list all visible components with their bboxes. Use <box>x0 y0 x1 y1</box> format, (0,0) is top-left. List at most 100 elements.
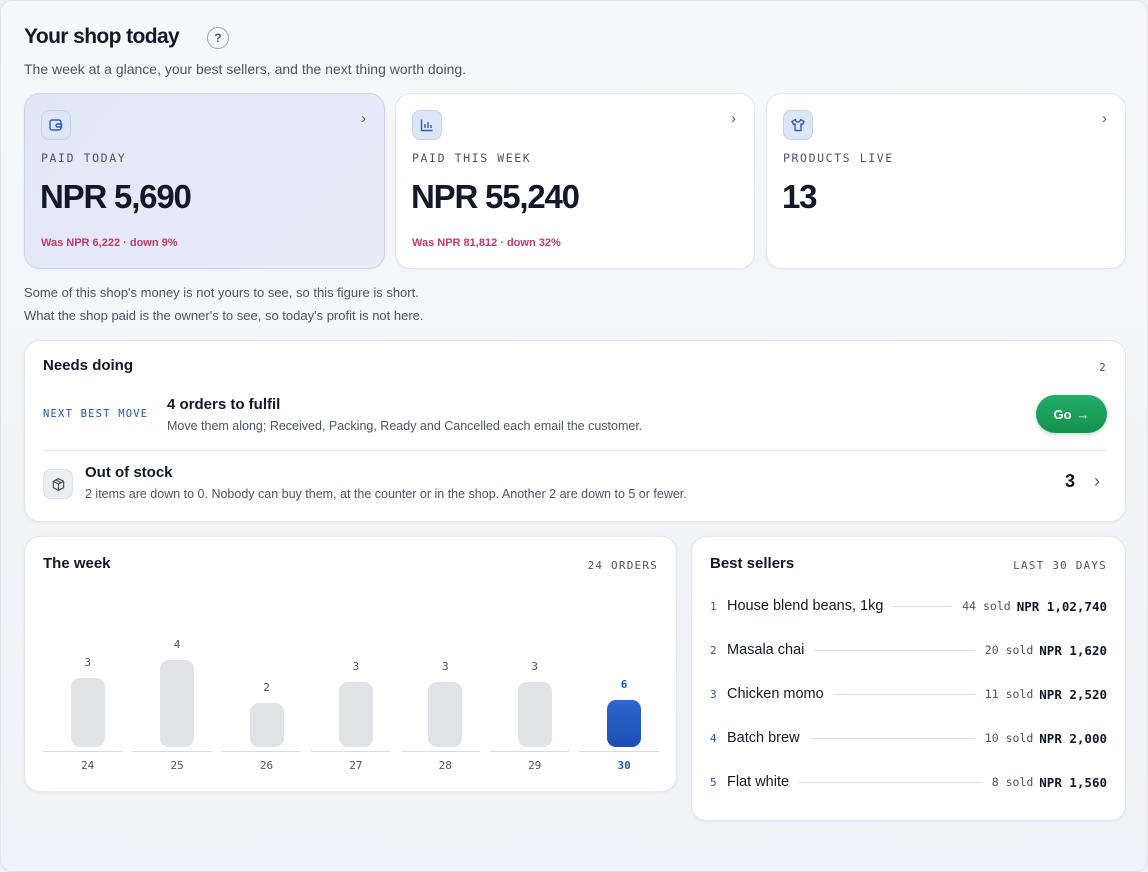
week-orders-count: 24 ORDERS <box>587 559 658 572</box>
note-restricted-money: Some of this shop's money is not yours t… <box>24 285 419 300</box>
product-name: Masala chai <box>727 642 805 658</box>
divider <box>43 450 1107 451</box>
rank: 3 <box>710 687 717 701</box>
stat-label: PRODUCTS LIVE <box>783 151 894 165</box>
page-title: Your shop today <box>24 25 180 48</box>
bar-25[interactable] <box>160 659 195 747</box>
arrow-right-icon: → <box>1076 406 1090 422</box>
units-sold: 8 sold <box>991 775 1034 789</box>
best-seller-row[interactable]: 3 Chicken momo 11 sold NPR 2,520 <box>710 684 1107 704</box>
needs-count: 2 <box>1099 361 1107 374</box>
stat-delta: Was NPR 6,222 · down 9% <box>41 237 178 249</box>
bar-value-label: 3 <box>531 659 538 673</box>
leader-line <box>809 737 975 739</box>
product-name: Chicken momo <box>727 686 824 702</box>
units-sold: 20 sold <box>984 643 1034 657</box>
chevron-right-icon: › <box>1094 471 1100 491</box>
baseline <box>490 751 570 752</box>
baseline <box>400 751 480 752</box>
baseline <box>579 751 659 752</box>
baseline <box>132 751 212 752</box>
leader-line <box>814 649 975 651</box>
product-name: Batch brew <box>727 730 800 746</box>
help-icon[interactable]: ? <box>207 27 229 49</box>
stat-card-paid-this-week[interactable]: › PAID THIS WEEK NPR 55,240 Was NPR 81,8… <box>395 93 755 269</box>
x-tick-label: 27 <box>349 759 363 772</box>
baseline <box>221 751 302 752</box>
rank: 1 <box>710 599 717 613</box>
leader-line <box>799 781 982 783</box>
product-name: Flat white <box>727 774 790 790</box>
revenue: NPR 1,02,740 <box>1016 598 1107 614</box>
bar-value-label: 3 <box>352 659 360 673</box>
task-description: Move them along; Received, Packing, Read… <box>167 419 643 433</box>
x-tick-label: 29 <box>528 759 542 772</box>
wallet-icon <box>41 110 71 140</box>
out-of-stock-count: 3 <box>1065 471 1076 491</box>
note-restricted-profit: What the shop paid is the owner's to see… <box>24 308 424 323</box>
bar-27[interactable] <box>338 681 373 747</box>
shirt-icon <box>783 110 813 140</box>
leader-line <box>893 605 953 607</box>
bar-value-label: 2 <box>263 681 270 695</box>
bar-30[interactable] <box>607 700 642 747</box>
stat-card-products-live[interactable]: › PRODUCTS LIVE 13 <box>766 93 1126 269</box>
next-best-move-label: NEXT BEST MOVE <box>43 408 149 420</box>
chevron-right-icon: › <box>1102 110 1107 127</box>
stat-value: NPR 5,690 <box>40 178 192 215</box>
stat-label: PAID TODAY <box>41 151 127 165</box>
bar-chart-icon <box>412 110 442 140</box>
go-button[interactable]: Go → <box>1036 395 1107 433</box>
x-tick-label: 30 <box>617 759 631 772</box>
revenue: NPR 1,620 <box>1039 642 1107 658</box>
best-sellers-card: Best sellers LAST 30 DAYS 1 House blend … <box>691 536 1126 821</box>
rank: 5 <box>710 775 717 789</box>
needs-doing-card: Needs doing 2 NEXT BEST MOVE 4 orders to… <box>24 340 1126 522</box>
best-seller-row[interactable]: 5 Flat white 8 sold NPR 1,560 <box>710 772 1107 792</box>
bar-value-label: 3 <box>441 659 449 673</box>
bar-value-label: 3 <box>84 655 91 669</box>
x-tick-label: 26 <box>259 759 274 772</box>
units-sold: 11 sold <box>984 687 1034 701</box>
stat-value: 13 <box>782 178 818 215</box>
best-seller-row[interactable]: 4 Batch brew 10 sold NPR 2,000 <box>710 728 1107 748</box>
out-of-stock-title: Out of stock <box>85 464 173 481</box>
revenue: NPR 2,520 <box>1039 686 1107 702</box>
stat-label: PAID THIS WEEK <box>412 151 532 165</box>
week-chart-card: The week 24 ORDERS 3 24 4 25 2 26 3 27 3 28 3 29 6 30 <box>24 536 677 792</box>
x-tick-label: 28 <box>438 759 452 772</box>
baseline <box>43 751 123 752</box>
out-of-stock-row[interactable]: Out of stock 2 items are down to 0. Nobo… <box>25 451 1125 521</box>
stat-value: NPR 55,240 <box>411 178 580 215</box>
x-tick-label: 25 <box>170 759 184 772</box>
revenue: NPR 2,000 <box>1039 730 1107 746</box>
units-sold: 10 sold <box>984 731 1034 745</box>
section-title: The week <box>43 555 111 572</box>
out-of-stock-description: 2 items are down to 0. Nobody can buy th… <box>85 487 687 501</box>
week-chart: 3 24 4 25 2 26 3 27 3 28 3 29 6 30 <box>25 537 676 791</box>
bar-29[interactable] <box>517 681 552 747</box>
rank: 4 <box>710 731 717 745</box>
stat-delta: Was NPR 81,812 · down 32% <box>412 237 561 249</box>
revenue: NPR 1,560 <box>1039 774 1107 790</box>
x-tick-label: 24 <box>81 759 95 772</box>
section-title: Best sellers <box>710 555 795 572</box>
product-name: House blend beans, 1kg <box>727 598 884 614</box>
rank: 2 <box>710 643 717 657</box>
best-seller-row[interactable]: 1 House blend beans, 1kg 44 sold NPR 1,0… <box>710 596 1107 616</box>
bar-value-label: 4 <box>173 637 181 651</box>
chevron-right-icon: › <box>361 110 366 127</box>
section-title: Needs doing <box>43 357 134 374</box>
bar-value-label: 6 <box>620 678 628 691</box>
best-sellers-range: LAST 30 DAYS <box>1013 559 1107 572</box>
units-sold: 44 sold <box>962 599 1011 613</box>
go-button-label: Go <box>1053 406 1072 422</box>
page-subtitle: The week at a glance, your best sellers,… <box>24 61 467 77</box>
bar-24[interactable] <box>70 677 105 747</box>
best-seller-row[interactable]: 2 Masala chai 20 sold NPR 1,620 <box>710 640 1107 660</box>
leader-line <box>833 693 975 695</box>
bar-26[interactable] <box>249 703 284 747</box>
bar-28[interactable] <box>428 681 463 747</box>
stat-card-paid-today[interactable]: › PAID TODAY NPR 5,690 Was NPR 6,222 · d… <box>24 93 385 269</box>
